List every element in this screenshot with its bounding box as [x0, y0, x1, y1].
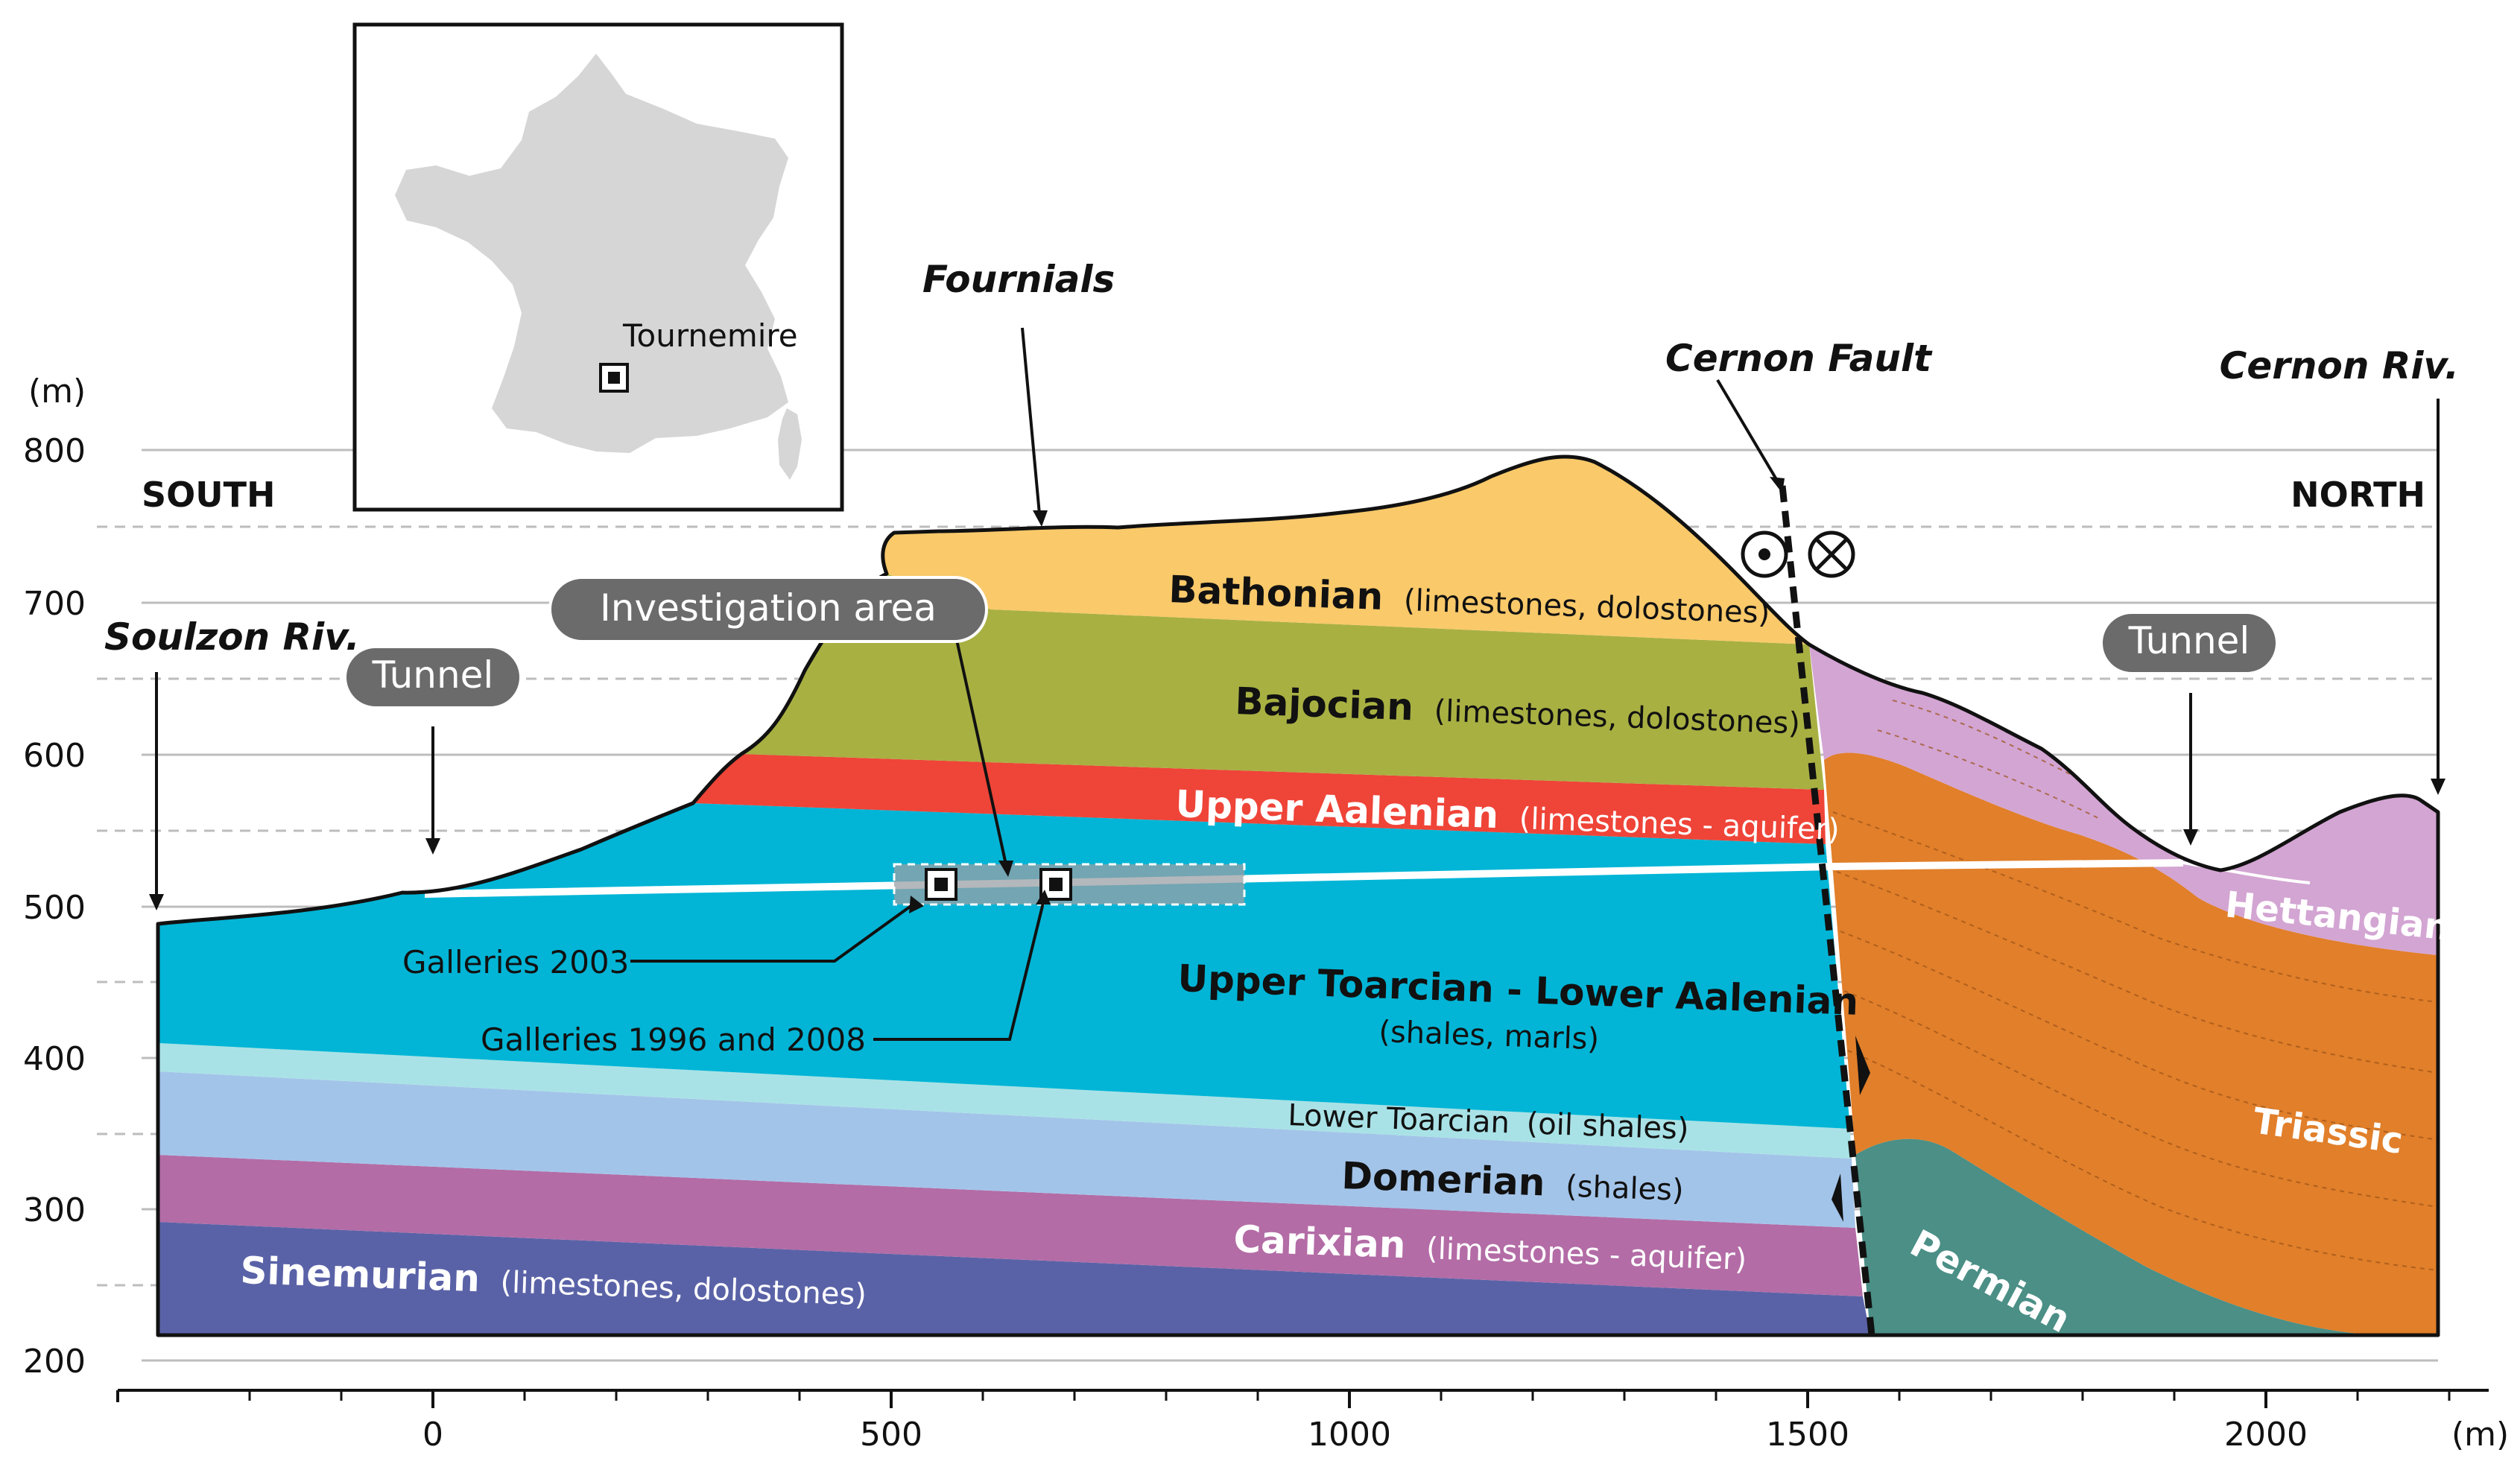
- investigation-area-callout: Investigation area: [548, 576, 988, 643]
- gallery-2003-marker-icon: [925, 868, 957, 901]
- into-page-symbol-icon: [1808, 530, 1855, 578]
- south-label: SOUTH: [142, 475, 275, 515]
- lower-toarcian-label: Lower Toarcian (oil shales): [1288, 1098, 1690, 1147]
- x-axis: [116, 1389, 2489, 1408]
- tunnel-right-callout: Tunnel: [2100, 611, 2279, 675]
- y-tick-label: 800: [23, 432, 86, 470]
- layer-triassic: [1824, 753, 2438, 1335]
- fault-arrow-up-icon: [1855, 1036, 1870, 1095]
- layer-lower-toarcian: [158, 1043, 1852, 1159]
- out-of-page-symbol-icon: [1741, 530, 1788, 578]
- leader-lines: [155, 327, 2440, 1041]
- layer-carixian: [158, 1155, 1863, 1296]
- tournemire-marker-icon: [599, 363, 629, 393]
- cernon-fault-line: [1779, 485, 1875, 1336]
- y-axis-ticks: 800 700 600 500 400 300 200: [23, 432, 86, 1381]
- y-tick-label: 700: [23, 585, 86, 623]
- y-tick-label: 200: [23, 1343, 86, 1381]
- galleries-1996-label: Galleries 1996 and 2008: [481, 1021, 866, 1058]
- y-tick-label: 500: [23, 889, 86, 927]
- cernon-fault-label: Cernon Fault: [1665, 337, 1933, 380]
- layer-shapes: [158, 456, 2438, 1335]
- tunnel-line: [424, 859, 2184, 898]
- bajocian-name: Bajocian: [1235, 679, 1414, 729]
- y-tick-label: 600: [23, 737, 86, 775]
- layer-domerian: [158, 1071, 1855, 1228]
- investigation-area-label: Investigation area: [600, 586, 937, 630]
- fournials-label: Fournials: [922, 258, 1115, 301]
- inset-site-label: Tournemire: [622, 317, 798, 354]
- sinemurian-name: Sinemurian: [240, 1249, 481, 1300]
- galleries-2003-label: Galleries 2003: [402, 944, 629, 980]
- north-label: NORTH: [2291, 475, 2425, 515]
- x-tick-label: 2000: [2224, 1416, 2308, 1454]
- topography-outline: [156, 454, 2440, 1337]
- bathonian-name: Bathonian: [1168, 568, 1384, 618]
- layer-upper-toarcian: [158, 803, 1850, 1129]
- corsica-map-icon: [778, 408, 802, 480]
- carixian-name: Carixian: [1233, 1217, 1407, 1267]
- cernon-river-label: Cernon Riv.: [2220, 344, 2459, 387]
- layer-sinemurian: [158, 1222, 1870, 1335]
- leader-arrowheads: [149, 477, 2445, 913]
- domerian-name: Domerian: [1341, 1154, 1546, 1204]
- y-tick-label: 400: [23, 1040, 86, 1078]
- x-tick-label: 500: [860, 1416, 922, 1454]
- tunnel-left-label: Tunnel: [372, 653, 494, 697]
- lower-toarcian-desc: (oil shales): [1526, 1106, 1689, 1147]
- x-axis-minor-ticks: [248, 1390, 2451, 1401]
- layer-upper-aalenian: [693, 754, 1826, 844]
- x-axis-ticks: 0 500 1000 1500 2000: [422, 1416, 2308, 1454]
- tunnel-left-callout: Tunnel: [344, 645, 522, 709]
- soulzon-river-label: Soulzon Riv.: [104, 615, 360, 659]
- layer-bathonian: [882, 456, 1809, 644]
- fault-arrow-down-icon: [1832, 1173, 1843, 1222]
- tunnel-right-label: Tunnel: [2128, 619, 2250, 662]
- france-map-icon: [395, 54, 788, 453]
- domerian-desc: (shales): [1565, 1170, 1684, 1208]
- upper-toarcian-desc: (shales, marls): [1378, 1015, 1600, 1056]
- layer-permian: [1855, 1138, 2377, 1335]
- domerian-label: Domerian (shales): [1341, 1154, 1685, 1209]
- x-axis-unit: (m): [2451, 1416, 2509, 1454]
- y-axis-unit: (m): [28, 373, 86, 411]
- x-tick-label: 1500: [1766, 1416, 1849, 1454]
- x-tick-label: 1000: [1308, 1416, 1391, 1454]
- y-tick-label: 300: [23, 1191, 86, 1229]
- triassic-bedding: [1832, 700, 2439, 1271]
- x-tick-label: 0: [422, 1416, 443, 1454]
- lower-toarcian-name: Lower Toarcian: [1288, 1098, 1510, 1140]
- layer-hettangian: [1809, 644, 2438, 955]
- layer-bajocian: [741, 574, 1824, 790]
